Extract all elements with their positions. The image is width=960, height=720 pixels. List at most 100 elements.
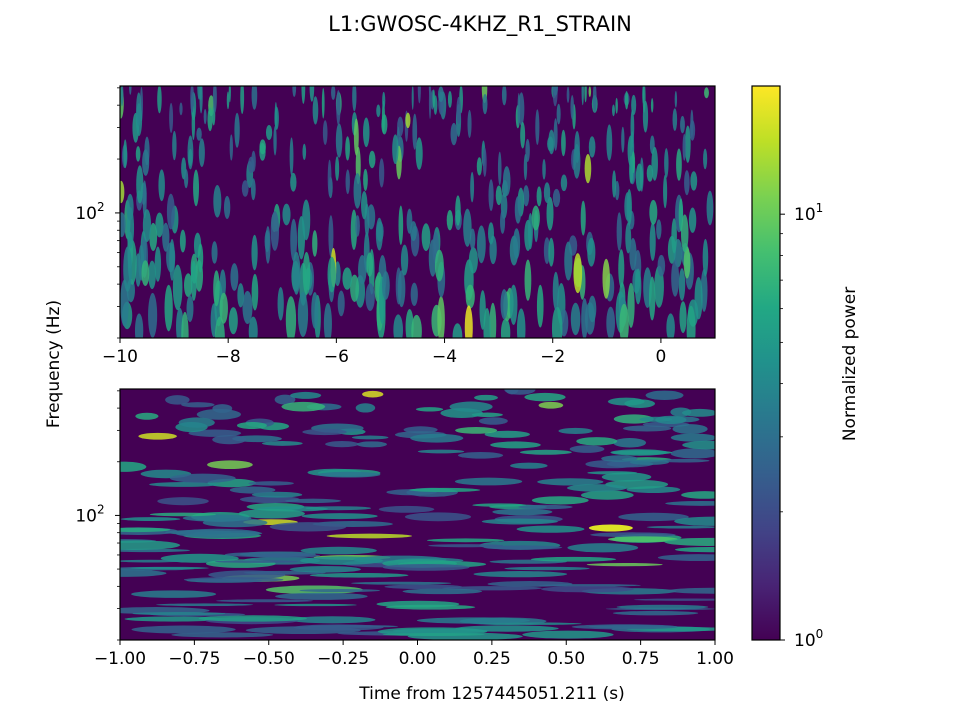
heatmap-cell bbox=[584, 86, 587, 103]
heatmap-cell bbox=[428, 86, 431, 96]
heatmap-cell bbox=[449, 401, 493, 412]
heatmap-cell bbox=[665, 500, 715, 506]
heatmap-cell bbox=[500, 209, 506, 234]
heatmap-cell bbox=[297, 291, 309, 338]
heatmap-cell bbox=[223, 195, 231, 220]
heatmap-cell bbox=[398, 205, 404, 245]
heatmap-cell bbox=[302, 199, 311, 241]
heatmap-cell bbox=[416, 617, 530, 624]
heatmap-cell bbox=[136, 92, 142, 127]
heatmap-cell bbox=[290, 172, 297, 192]
heatmap-cell bbox=[601, 455, 638, 463]
heatmap-cell bbox=[352, 86, 357, 112]
heatmap-cell bbox=[249, 553, 321, 558]
heatmap-cell bbox=[523, 154, 528, 181]
x-tick-label: −0.50 bbox=[243, 649, 295, 669]
heatmap-cell bbox=[362, 390, 384, 398]
heatmap-cell bbox=[477, 225, 486, 264]
heatmap-hotspot bbox=[588, 524, 633, 532]
heatmap-cell bbox=[616, 212, 622, 251]
heatmap-cell bbox=[186, 295, 194, 323]
heatmap-cell bbox=[432, 89, 436, 108]
heatmap-cell bbox=[292, 251, 301, 295]
heatmap-cell bbox=[551, 306, 563, 338]
heatmap-cell bbox=[202, 518, 268, 528]
heatmap-cell bbox=[527, 212, 533, 250]
heatmap-cell bbox=[292, 86, 297, 97]
heatmap-cell bbox=[166, 193, 175, 230]
heatmap-cell bbox=[535, 109, 540, 145]
heatmap-cell bbox=[131, 625, 236, 634]
heatmap-cell bbox=[381, 114, 388, 135]
heatmap-cell bbox=[470, 171, 475, 203]
heatmap-cell bbox=[538, 401, 564, 409]
heatmap-cell bbox=[690, 171, 698, 191]
heatmap-cell bbox=[274, 102, 278, 131]
heatmap-cell bbox=[135, 412, 159, 420]
heatmap-cell bbox=[556, 103, 561, 125]
heatmap-cell bbox=[631, 94, 637, 116]
heatmap-cell bbox=[649, 199, 658, 225]
heatmap-cell bbox=[179, 102, 183, 116]
heatmap-cell bbox=[624, 91, 629, 110]
x-axis-label: Time from 1257445051.211 (s) bbox=[358, 684, 625, 704]
chart-title: L1:GWOSC-4KHZ_R1_STRAIN bbox=[328, 12, 632, 37]
x-tick-label: −0.75 bbox=[168, 649, 220, 669]
heatmap-cell bbox=[536, 284, 544, 328]
heatmap-cell bbox=[537, 478, 604, 486]
x-tick-label: 0.75 bbox=[622, 649, 660, 669]
heatmap-cell bbox=[426, 538, 505, 543]
colorbar-label: Normalized power bbox=[840, 287, 860, 441]
heatmap-cell bbox=[368, 150, 376, 169]
heatmap-cell bbox=[585, 459, 639, 469]
heatmap-cell bbox=[336, 89, 341, 126]
heatmap-cell bbox=[674, 516, 715, 526]
panel-1: −10 −8 −6 −4 −2 0 102 bbox=[75, 85, 716, 367]
heatmap-cell bbox=[704, 87, 709, 99]
heatmap-cell bbox=[311, 291, 319, 329]
heatmap-cell bbox=[473, 571, 568, 578]
heatmap-cell bbox=[569, 445, 605, 453]
heatmap-cell bbox=[482, 147, 487, 177]
heatmap-cell bbox=[274, 603, 357, 607]
heatmap-cell bbox=[516, 308, 526, 338]
heatmap-cell bbox=[588, 86, 592, 98]
heatmap-cell bbox=[410, 433, 464, 443]
heatmap-cell bbox=[612, 170, 617, 198]
heatmap-cell bbox=[411, 86, 414, 110]
heatmap-cell bbox=[483, 545, 563, 550]
heatmap-cell bbox=[251, 86, 258, 110]
heatmap-cell bbox=[213, 184, 222, 218]
heatmap-cell bbox=[236, 421, 267, 430]
heatmap-cell bbox=[694, 276, 703, 320]
heatmap-cell bbox=[553, 118, 558, 151]
heatmap-cell bbox=[455, 195, 461, 226]
heatmap-cell bbox=[213, 270, 220, 307]
x-tick-label: −6 bbox=[324, 347, 349, 367]
heatmap-cell bbox=[120, 212, 126, 238]
heatmap-cell bbox=[251, 150, 256, 172]
colorbar-tick-label: 100 bbox=[794, 627, 823, 651]
heatmap-cell bbox=[674, 546, 715, 553]
heatmap-cell bbox=[588, 136, 596, 158]
heatmap-cell bbox=[157, 497, 209, 506]
heatmap-cell bbox=[467, 109, 472, 138]
heatmap-cell bbox=[670, 433, 715, 442]
heatmap-cell bbox=[618, 512, 689, 522]
heatmap-cell bbox=[567, 543, 639, 553]
heatmap-cell bbox=[219, 292, 228, 324]
heatmap-cell bbox=[134, 313, 144, 338]
heatmap-cell bbox=[281, 401, 326, 412]
heatmap-cell bbox=[670, 448, 715, 459]
heatmap-cell bbox=[149, 512, 217, 517]
heatmap-cell bbox=[566, 86, 570, 103]
heatmap-cell bbox=[290, 391, 322, 399]
heatmap-cell bbox=[120, 86, 124, 107]
heatmap-cell bbox=[124, 616, 223, 622]
heatmap-cell bbox=[571, 624, 678, 630]
heatmap-cell bbox=[251, 234, 258, 271]
heatmap-cell bbox=[342, 267, 352, 290]
heatmap-cell bbox=[584, 153, 592, 184]
heatmap-cell bbox=[131, 590, 217, 598]
heatmap-cell bbox=[345, 169, 350, 195]
